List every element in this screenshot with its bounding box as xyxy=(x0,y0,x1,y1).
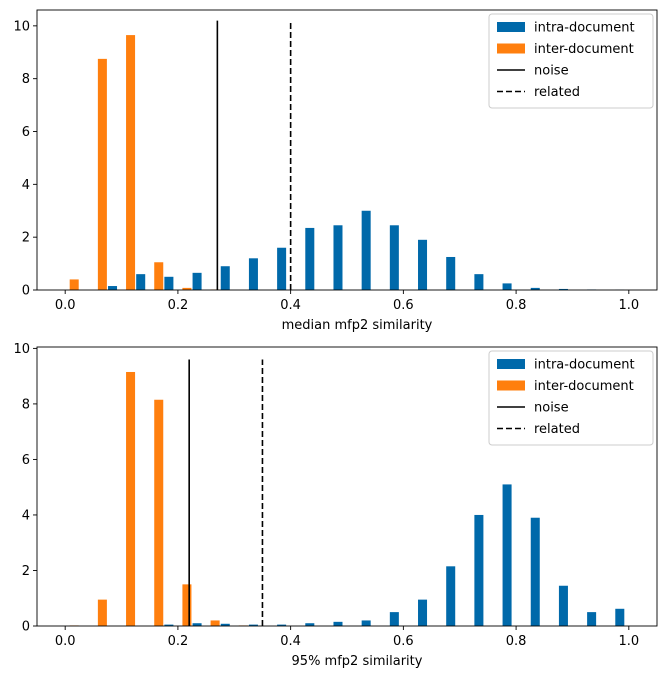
bar-inter-document xyxy=(126,35,136,290)
chart-panel-1: 0.0 0.2 0.4 0.6 0.8 1.0 0 2 4 6 8 10 median mfp2 sim… xyxy=(13,9,658,333)
x-tick-label: 0.4 xyxy=(280,298,301,313)
x-axis-label: median mfp2 similarity xyxy=(282,318,433,333)
bar-inter-document xyxy=(182,584,192,626)
x-tick-label: 0.8 xyxy=(506,298,527,313)
bar-intra-document xyxy=(192,272,202,290)
x-tick-label: 0.8 xyxy=(506,634,527,649)
chart-panel-2: 0.0 0.2 0.4 0.6 0.8 1.0 0 2 4 6 8 10 95% mfp2 simila… xyxy=(13,342,658,669)
bar-intra-document xyxy=(446,256,456,290)
x-tick-label: 0.6 xyxy=(393,634,414,649)
legend-label: related xyxy=(534,85,580,100)
bar-intra-document xyxy=(220,623,230,626)
legend-label: intra-document xyxy=(534,358,635,373)
legend-label: inter-document xyxy=(534,42,634,57)
bar-intra-document xyxy=(136,274,146,290)
bar-intra-document xyxy=(220,266,230,290)
legend-label: noise xyxy=(534,64,569,79)
bar-inter-document xyxy=(154,399,164,626)
bar-intra-document xyxy=(418,599,428,626)
bar-intra-document xyxy=(530,287,540,290)
y-tick-label: 2 xyxy=(22,564,30,579)
y-tick-label: 4 xyxy=(22,508,30,523)
bar-inter-document xyxy=(182,287,192,290)
bar-inter-document xyxy=(210,620,220,626)
x-tick-label: 0.6 xyxy=(393,298,414,313)
legend-label: related xyxy=(534,422,580,437)
bar-intra-document xyxy=(587,612,597,626)
y-tick-label: 10 xyxy=(13,342,30,357)
bar-intra-document xyxy=(389,612,399,626)
bar-intra-document xyxy=(305,227,315,290)
bar-intra-document xyxy=(361,620,371,626)
y-tick-label: 6 xyxy=(22,453,30,468)
bar-intra-document xyxy=(164,624,174,626)
bar-intra-document xyxy=(502,484,512,626)
legend-swatch xyxy=(497,43,525,54)
bar-inter-document xyxy=(126,371,136,626)
x-tick-label: 0.2 xyxy=(168,634,189,649)
legend: intra-document inter-document noise related xyxy=(488,350,654,446)
bar-inter-document xyxy=(97,599,107,626)
bar-intra-document xyxy=(530,517,540,626)
y-tick-label: 0 xyxy=(22,620,30,635)
bar-intra-document xyxy=(277,624,287,626)
bar-intra-document xyxy=(446,566,456,626)
bar-intra-document xyxy=(615,608,625,626)
x-tick-label: 0.4 xyxy=(280,634,301,649)
x-axis-label: 95% mfp2 similarity xyxy=(292,654,423,669)
bar-intra-document xyxy=(558,288,568,290)
bar-inter-document xyxy=(154,262,164,290)
y-tick-label: 10 xyxy=(13,19,30,34)
bar-intra-document xyxy=(418,239,428,290)
bar-intra-document xyxy=(248,258,258,290)
legend-label: inter-document xyxy=(534,379,634,394)
bar-intra-document xyxy=(248,624,258,626)
x-tick-label: 1.0 xyxy=(618,634,639,649)
bar-intra-document xyxy=(164,276,174,290)
legend-label: intra-document xyxy=(534,21,635,36)
bar-intra-document xyxy=(361,210,371,290)
y-tick-label: 8 xyxy=(22,72,30,87)
bar-intra-document xyxy=(192,623,202,626)
bar-inter-document xyxy=(69,279,79,290)
y-tick-label: 6 xyxy=(22,125,30,140)
y-tick-label: 4 xyxy=(22,178,30,193)
bar-inter-document xyxy=(97,58,107,291)
bar-intra-document xyxy=(502,283,512,290)
legend-swatch xyxy=(497,22,525,32)
bar-intra-document xyxy=(474,274,484,290)
bar-intra-document xyxy=(108,286,118,290)
axes-frame xyxy=(36,9,658,291)
bar-intra-document xyxy=(333,225,343,290)
y-tick-label: 0 xyxy=(22,284,30,299)
bar-intra-document xyxy=(277,247,287,290)
bar-intra-document xyxy=(558,585,568,626)
x-tick-label: 1.0 xyxy=(618,298,639,313)
bar-intra-document xyxy=(474,514,484,626)
x-tick-label: 0.2 xyxy=(168,298,189,313)
x-tick-label: 0.0 xyxy=(55,298,76,313)
y-tick-label: 8 xyxy=(22,397,30,412)
axes-frame xyxy=(36,346,658,627)
legend-swatch xyxy=(497,359,525,369)
legend-swatch xyxy=(497,380,525,391)
bar-intra-document xyxy=(389,225,399,290)
bar-intra-document xyxy=(333,621,343,626)
legend: intra-document inter-document noise related xyxy=(488,13,654,109)
legend-box xyxy=(488,13,654,109)
x-tick-label: 0.0 xyxy=(55,634,76,649)
y-tick-label: 2 xyxy=(22,231,30,246)
bar-intra-document xyxy=(305,623,315,626)
legend-box xyxy=(488,350,654,446)
legend-label: noise xyxy=(534,401,569,416)
